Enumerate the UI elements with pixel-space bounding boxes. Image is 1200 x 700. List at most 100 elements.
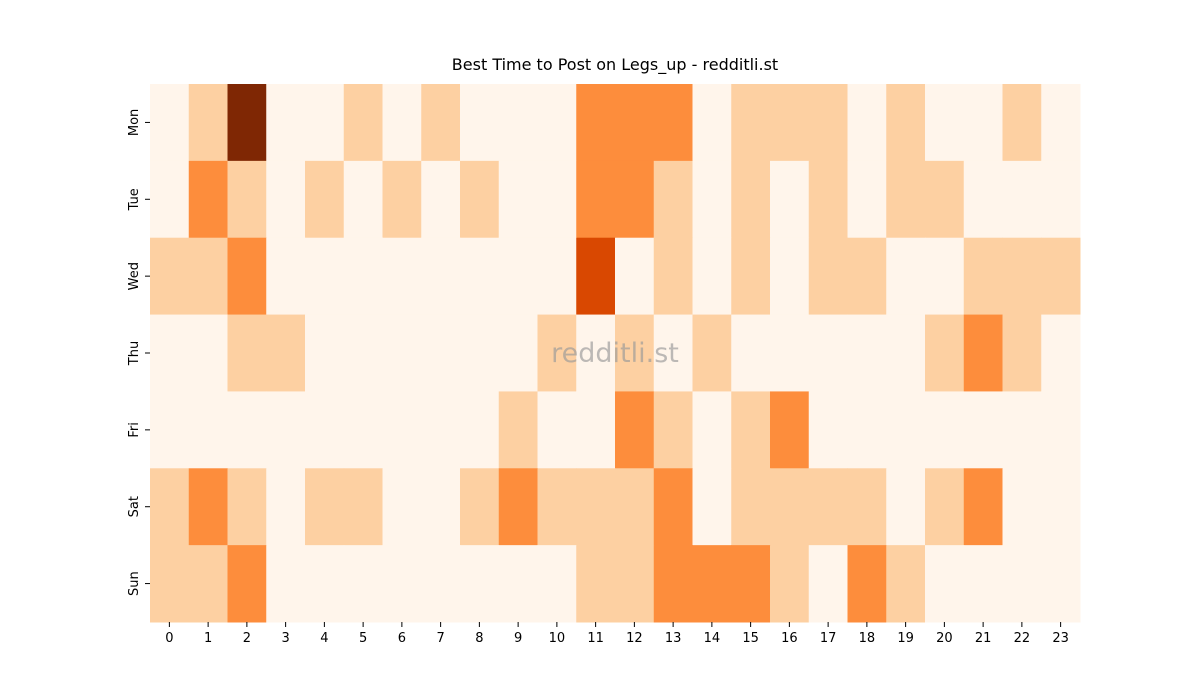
heat-cell — [615, 84, 655, 162]
heat-cell — [498, 314, 538, 392]
heat-cell — [266, 545, 306, 623]
heat-cell — [421, 237, 461, 316]
heat-cell — [305, 314, 345, 392]
heat-cell — [653, 84, 693, 162]
heat-cell — [963, 237, 1003, 316]
x-tick-label: 2 — [243, 631, 251, 646]
heat-cell — [305, 237, 345, 316]
heat-cell — [925, 160, 965, 239]
heat-cell — [227, 468, 267, 546]
axes: 0 1 2 3 4 5 6 7 8 9 10 11 12 13 14 15 16 17 18 19 20 21 22 23Mo… — [127, 109, 1069, 646]
heat-cell — [576, 468, 616, 546]
heat-cell — [692, 160, 732, 239]
heat-cell — [382, 468, 422, 546]
heat-cell — [460, 160, 500, 239]
heat-cell — [653, 545, 693, 623]
heat-cell — [847, 391, 887, 469]
heat-cell — [731, 314, 771, 392]
heat-cell — [847, 84, 887, 162]
heat-cell — [150, 468, 190, 546]
heat-cell — [1002, 237, 1042, 316]
heat-cell — [188, 314, 228, 392]
heat-cell — [460, 391, 500, 469]
heat-cell — [653, 314, 693, 392]
heat-cell — [188, 391, 228, 469]
heat-cell — [653, 160, 693, 239]
heat-cell — [227, 545, 267, 623]
heat-cell — [963, 160, 1003, 239]
heat-cell — [1002, 391, 1042, 469]
heat-cell — [886, 237, 926, 316]
heat-cell — [150, 545, 190, 623]
heat-cell — [421, 391, 461, 469]
heat-cell — [305, 84, 345, 162]
x-tick-label: 18 — [859, 631, 876, 646]
x-tick-label: 16 — [781, 631, 798, 646]
heat-cell — [808, 468, 848, 546]
x-tick-label: 6 — [398, 631, 406, 646]
x-tick-label: 17 — [820, 631, 837, 646]
heat-cell — [615, 391, 655, 469]
heat-cell — [460, 468, 500, 546]
x-tick-label: 5 — [359, 631, 367, 646]
heat-cell — [847, 468, 887, 546]
heat-cell — [227, 391, 267, 469]
y-tick-label: Thu — [127, 341, 142, 366]
heat-cell — [266, 84, 306, 162]
x-tick-label: 23 — [1052, 631, 1069, 646]
heat-cell — [537, 84, 577, 162]
heat-cell — [498, 545, 538, 623]
heat-cell — [343, 237, 383, 316]
heat-cell — [886, 160, 926, 239]
heat-cell — [343, 314, 383, 392]
heat-cell — [537, 545, 577, 623]
heat-cell — [305, 391, 345, 469]
heat-cell — [188, 160, 228, 239]
heat-cell — [770, 468, 810, 546]
x-tick-label: 1 — [204, 631, 212, 646]
heat-cell — [150, 314, 190, 392]
heat-cell — [227, 237, 267, 316]
heat-cell — [653, 237, 693, 316]
heat-cell — [537, 160, 577, 239]
heat-cell — [653, 468, 693, 546]
heat-cell — [227, 84, 267, 162]
heat-cell — [421, 84, 461, 162]
heat-cell — [460, 84, 500, 162]
heat-cell — [963, 468, 1003, 546]
heat-cell — [343, 84, 383, 162]
x-tick-label: 20 — [936, 631, 953, 646]
heat-cell — [770, 84, 810, 162]
heat-cell — [266, 237, 306, 316]
heat-cell — [808, 84, 848, 162]
heat-cell — [382, 391, 422, 469]
heat-cell — [537, 391, 577, 469]
heat-cell — [266, 468, 306, 546]
heat-cell — [847, 237, 887, 316]
heat-cell — [188, 545, 228, 623]
heat-cell — [188, 237, 228, 316]
x-tick-label: 19 — [897, 631, 914, 646]
heat-cell — [343, 391, 383, 469]
heat-cell — [305, 468, 345, 546]
heat-cell — [963, 545, 1003, 623]
heat-cell — [498, 391, 538, 469]
heat-cell — [615, 160, 655, 239]
heat-cell — [421, 314, 461, 392]
watermark: redditli.st — [551, 338, 679, 369]
heat-cell — [731, 468, 771, 546]
heat-cell — [421, 160, 461, 239]
heat-cell — [886, 545, 926, 623]
heat-cell — [343, 468, 383, 546]
y-tick-label: Sat — [127, 496, 142, 517]
heat-cell — [227, 160, 267, 239]
heat-cell — [1041, 391, 1081, 469]
heat-cell — [266, 160, 306, 239]
heat-cell — [808, 314, 848, 392]
x-tick-label: 10 — [549, 631, 566, 646]
heat-cell — [576, 314, 616, 392]
heat-cell — [808, 237, 848, 316]
x-tick-label: 3 — [281, 631, 289, 646]
heat-cell — [537, 237, 577, 316]
heat-cell — [925, 237, 965, 316]
